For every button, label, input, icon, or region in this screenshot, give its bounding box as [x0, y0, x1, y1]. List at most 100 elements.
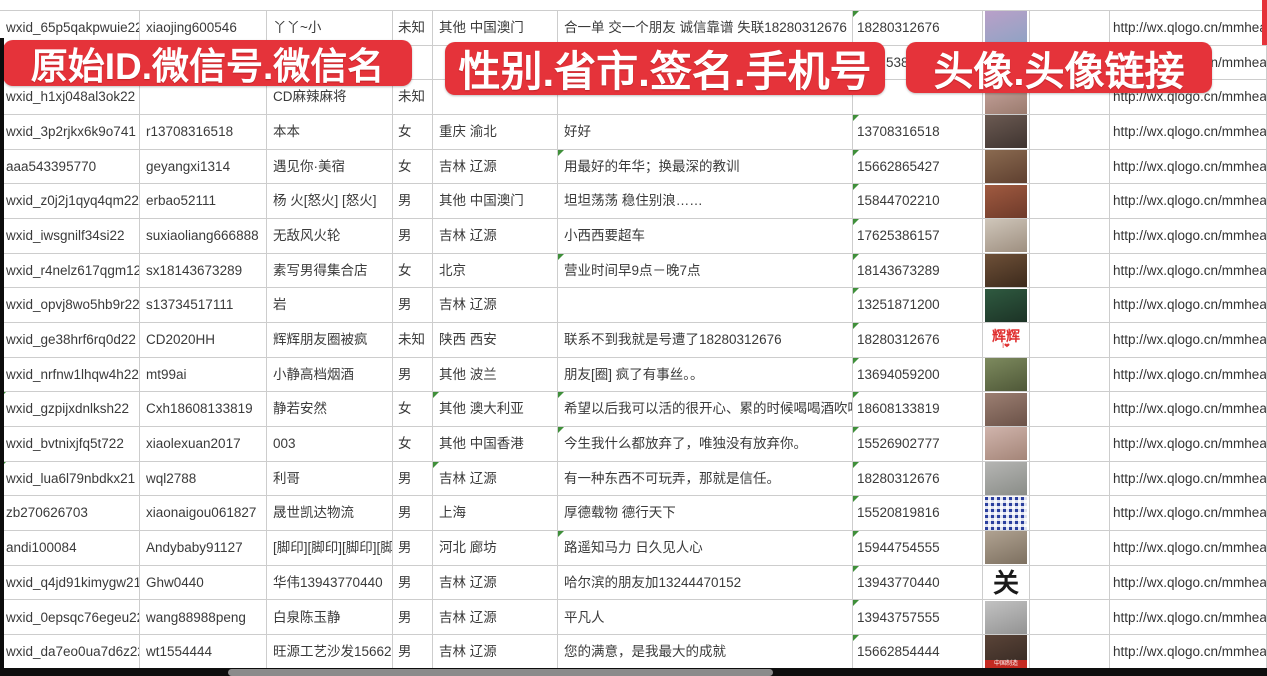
- cell-avatar-link[interactable]: http://wx.qlogo.cn/mmhead: [1110, 427, 1267, 462]
- cell-wxid[interactable]: wxid_0epsqc76egeu22: [0, 600, 140, 636]
- avatar-cell[interactable]: [983, 427, 1030, 462]
- cell-phone[interactable]: 18143673289: [853, 253, 983, 289]
- cell-wxid[interactable]: aaa543395770: [0, 149, 140, 185]
- cell-avatar-link[interactable]: http://wx.qlogo.cn/mmhead: [1110, 253, 1267, 289]
- cell-region[interactable]: 北京: [433, 253, 558, 289]
- cell-gender[interactable]: 男: [393, 357, 433, 393]
- cell-wechat-id[interactable]: sx18143673289: [140, 253, 267, 289]
- cell-avatar-link[interactable]: http://wx.qlogo.cn/mmhead: [1110, 600, 1267, 636]
- avatar-cell[interactable]: 关: [983, 565, 1030, 601]
- cell-region[interactable]: [433, 80, 558, 116]
- cell-signature[interactable]: 有一种东西不可玩弄，那就是信任。: [558, 461, 853, 497]
- cell-signature[interactable]: 希望以后我可以活的很开心、累的时候喝喝酒吹吹[: [558, 392, 853, 428]
- cell-wechat-name[interactable]: 岩: [267, 288, 393, 324]
- cell-avatar-link[interactable]: http://wx.qlogo.cn/mmhead: [1110, 392, 1267, 428]
- cell-gender[interactable]: 男: [393, 184, 433, 220]
- scrollbar-thumb[interactable]: [228, 669, 773, 676]
- cell-gender[interactable]: [393, 45, 433, 81]
- cell-wechat-name[interactable]: 素写男得集合店: [267, 253, 393, 289]
- cell-wxid[interactable]: zb270626703: [0, 496, 140, 532]
- cell-wechat-id[interactable]: Cxh18608133819: [140, 392, 267, 428]
- cell-phone[interactable]: 15944754555: [853, 531, 983, 566]
- cell-signature[interactable]: 营业时间早9点－晚7点: [558, 253, 853, 289]
- cell-gender[interactable]: 男: [393, 219, 433, 254]
- cell-phone[interactable]: 15844702210: [853, 184, 983, 220]
- cell-gender[interactable]: 男: [393, 288, 433, 324]
- avatar-cell[interactable]: [983, 115, 1030, 150]
- avatar-cell[interactable]: [983, 357, 1030, 393]
- cell-gender[interactable]: 女: [393, 115, 433, 150]
- cell-wechat-id[interactable]: suxiaoliang666888: [140, 219, 267, 254]
- cell-gender[interactable]: 未知: [393, 11, 433, 46]
- storefront-night-image[interactable]: [985, 254, 1027, 288]
- cell-phone[interactable]: 15662865427: [853, 149, 983, 185]
- cell-gender[interactable]: 女: [393, 427, 433, 462]
- cell-signature[interactable]: 哈尔滨的朋友加13244470152: [558, 565, 853, 601]
- cell-spacer[interactable]: [1030, 80, 1110, 116]
- avatar-cell[interactable]: [983, 392, 1030, 428]
- avatar-cell[interactable]: [983, 11, 1030, 46]
- cell-phone[interactable]: 13943757555: [853, 600, 983, 636]
- cell-avatar-link[interactable]: http://wx.qlogo.cn/mmhead: [1110, 461, 1267, 497]
- cell-phone[interactable]: [853, 80, 983, 116]
- cell-spacer[interactable]: [1030, 184, 1110, 220]
- cell-spacer[interactable]: [1030, 565, 1110, 601]
- cell-wechat-name[interactable]: 003: [267, 427, 393, 462]
- cell-spacer[interactable]: [1030, 392, 1110, 428]
- cell-gender[interactable]: 男: [393, 565, 433, 601]
- cell-wechat-name[interactable]: CD麻辣麻将: [267, 80, 393, 116]
- cell-signature[interactable]: 朋友[圈] 疯了有事丝。。: [558, 357, 853, 393]
- cell-signature[interactable]: 联系不到我就是号遭了18280312676: [558, 323, 853, 358]
- cell-phone[interactable]: 13708316518: [853, 115, 983, 150]
- cell-region[interactable]: 其他 中国澳门: [433, 184, 558, 220]
- cell-wxid[interactable]: wxid_r4nelz617qgm12: [0, 253, 140, 289]
- cell-avatar-link[interactable]: http://wx.qlogo.cn/mmhead: [1110, 565, 1267, 601]
- cell-gender[interactable]: 男: [393, 496, 433, 532]
- cell-gender[interactable]: 男: [393, 461, 433, 497]
- cell-wxid[interactable]: wxid_gzpijxdnlksh22: [0, 392, 140, 428]
- cell-gender[interactable]: 男: [393, 600, 433, 636]
- woman-photo-image[interactable]: [985, 11, 1027, 45]
- cell-wechat-name[interactable]: 遇见你·美宿: [267, 149, 393, 185]
- woman-sunglasses-image[interactable]: [985, 358, 1027, 392]
- avatar-cell[interactable]: [983, 288, 1030, 324]
- cell-wxid[interactable]: andi100084: [0, 531, 140, 566]
- cell-gender[interactable]: 未知: [393, 323, 433, 358]
- cell-phone[interactable]: 18280312676: [853, 461, 983, 497]
- cell-signature[interactable]: 用最好的年华；换最深的教训: [558, 149, 853, 185]
- cell-region[interactable]: 吉林 辽源: [433, 219, 558, 254]
- cell-signature[interactable]: [558, 288, 853, 324]
- child-in-car-image[interactable]: [985, 219, 1027, 253]
- avatar-cell[interactable]: [983, 531, 1030, 566]
- cell-wechat-name[interactable]: 无敌风火轮: [267, 219, 393, 254]
- cell-wechat-id[interactable]: [140, 80, 267, 116]
- cell-avatar-link[interactable]: http://wx.qlogo.cn/mmhead: [1110, 219, 1267, 254]
- avatar-cell[interactable]: [983, 496, 1030, 532]
- cell-avatar-link[interactable]: http://wx.qlogo.cn/mmhead: [1110, 496, 1267, 532]
- calligraphy-avatar-image[interactable]: 关: [985, 566, 1027, 600]
- cell-wxid[interactable]: wxid_opvj8wo5hb9r22: [0, 288, 140, 324]
- cell-avatar-link[interactable]: http://wx.qlogo.cn/mmhead: [1110, 531, 1267, 566]
- cell-spacer[interactable]: [1030, 496, 1110, 532]
- cell-spacer[interactable]: [1030, 219, 1110, 254]
- cell-avatar-link[interactable]: http://wx.qlogo.cn/mmhead: [1110, 184, 1267, 220]
- cell-gender[interactable]: 男: [393, 635, 433, 670]
- cell-gender[interactable]: 女: [393, 392, 433, 428]
- cell-signature[interactable]: 今生我什么都放弃了，唯独没有放弃你。: [558, 427, 853, 462]
- cell-wechat-id[interactable]: s13734517111: [140, 288, 267, 324]
- cell-spacer[interactable]: [1030, 461, 1110, 497]
- cell-avatar-link[interactable]: http://wx.qlogo.cn/mmhead: [1110, 288, 1267, 324]
- cell-phone[interactable]: 13694059200: [853, 357, 983, 393]
- cell-gender[interactable]: 女: [393, 253, 433, 289]
- cell-phone[interactable]: 18280312676: [853, 323, 983, 358]
- cell-wxid[interactable]: wxid_da7eo0ua7d6z22: [0, 635, 140, 670]
- cell-region[interactable]: 重庆 渝北: [433, 115, 558, 150]
- cell-wechat-id[interactable]: wql2788: [140, 461, 267, 497]
- avatar-cell[interactable]: [983, 600, 1030, 636]
- cell-wechat-name[interactable]: 小静高档烟酒: [267, 357, 393, 393]
- cell-spacer[interactable]: [1030, 531, 1110, 566]
- woman-long-hair-image[interactable]: [985, 115, 1027, 149]
- cell-signature[interactable]: 小西西要超车: [558, 219, 853, 254]
- avatar-cell[interactable]: 辉辉 I❤: [983, 323, 1030, 358]
- cell-wxid[interactable]: wxid_nrfnw1lhqw4h22: [0, 357, 140, 393]
